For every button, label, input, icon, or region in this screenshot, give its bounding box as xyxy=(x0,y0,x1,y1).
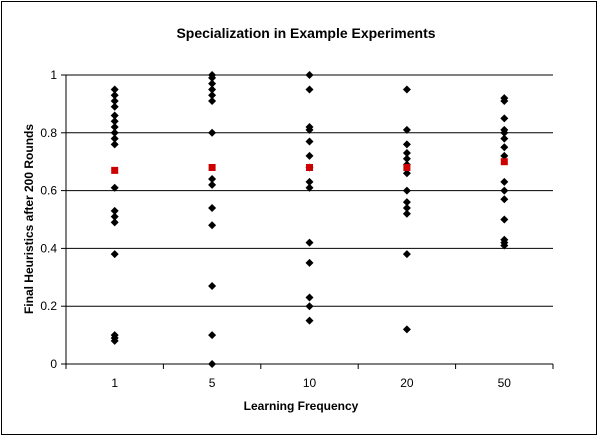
point-series1-cat1-0 xyxy=(208,163,216,171)
point-series0-cat1-8 xyxy=(208,180,217,189)
y-tick-label-4: 0.8 xyxy=(40,126,57,140)
point-series0-cat3-2 xyxy=(402,140,411,149)
point-series0-cat0-5 xyxy=(110,117,119,126)
point-series0-cat4-4 xyxy=(500,128,509,137)
point-series1-cat4-0 xyxy=(500,158,508,166)
point-series0-cat0-0 xyxy=(110,85,119,94)
point-series0-cat1-2 xyxy=(208,79,217,88)
x-tick-label-3: 20 xyxy=(400,376,414,390)
point-series0-cat3-10 xyxy=(402,209,411,218)
point-series0-cat4-8 xyxy=(500,177,509,186)
point-series0-cat1-5 xyxy=(208,97,217,106)
y-axis-label: Final Heuristics after 200 Rounds xyxy=(22,124,36,314)
x-tick-label-1: 5 xyxy=(209,376,216,390)
y-tick-label-1: 0.2 xyxy=(40,299,57,313)
point-series0-cat0-10 xyxy=(110,183,119,192)
point-series0-cat1-6 xyxy=(208,128,217,137)
point-series0-cat2-5 xyxy=(305,151,314,160)
point-series0-cat3-0 xyxy=(402,85,411,94)
point-series0-cat4-11 xyxy=(500,215,509,224)
point-series0-cat4-5 xyxy=(500,134,509,143)
point-series0-cat3-4 xyxy=(402,154,411,163)
point-series0-cat2-12 xyxy=(305,302,314,311)
point-series0-cat4-1 xyxy=(500,97,509,106)
y-tick-label-2: 0.4 xyxy=(40,241,57,255)
point-series0-cat3-3 xyxy=(402,149,411,158)
chart-title: Specialization in Example Experiments xyxy=(176,25,435,41)
point-series0-cat0-9 xyxy=(110,140,119,149)
point-series0-cat0-3 xyxy=(110,102,119,111)
point-series0-cat4-9 xyxy=(500,186,509,195)
point-series0-cat3-7 xyxy=(402,186,411,195)
point-series0-cat0-8 xyxy=(110,134,119,143)
point-series0-cat1-12 xyxy=(208,331,217,340)
x-axis-label: Learning Frequency xyxy=(244,399,359,413)
point-series0-cat2-11 xyxy=(305,293,314,302)
y-tick-label-3: 0.6 xyxy=(40,184,57,198)
point-series0-cat3-1 xyxy=(402,125,411,134)
x-tick-label-2: 10 xyxy=(303,376,317,390)
point-series0-cat0-4 xyxy=(110,111,119,120)
y-tick-label-0: 0 xyxy=(50,357,57,371)
point-series0-cat4-7 xyxy=(500,151,509,160)
point-series0-cat4-2 xyxy=(500,114,509,123)
point-series0-cat4-10 xyxy=(500,195,509,204)
point-series0-cat0-1 xyxy=(110,91,119,100)
point-series0-cat0-12 xyxy=(110,212,119,221)
point-series0-cat2-10 xyxy=(305,258,314,267)
y-tick-label-5: 1 xyxy=(50,68,57,82)
point-series0-cat3-12 xyxy=(402,325,411,334)
x-tick-label-4: 50 xyxy=(498,376,512,390)
point-series0-cat2-1 xyxy=(305,85,314,94)
point-series0-cat3-8 xyxy=(402,198,411,207)
point-series0-cat1-4 xyxy=(208,91,217,100)
point-series0-cat0-17 xyxy=(110,336,119,345)
point-series0-cat3-6 xyxy=(402,169,411,178)
point-series1-cat3-0 xyxy=(403,163,411,171)
point-series0-cat1-7 xyxy=(208,175,217,184)
point-series0-cat0-2 xyxy=(110,97,119,106)
point-series0-cat1-11 xyxy=(208,281,217,290)
point-series0-cat2-7 xyxy=(305,177,314,186)
point-series0-cat1-13 xyxy=(208,360,217,368)
point-series0-cat4-6 xyxy=(500,143,509,152)
point-series0-cat2-13 xyxy=(305,316,314,325)
point-series1-cat0-0 xyxy=(111,166,119,174)
point-series0-cat1-3 xyxy=(208,85,217,94)
point-series0-cat0-7 xyxy=(110,128,119,137)
x-tick-label-0: 1 xyxy=(111,376,118,390)
point-series0-cat2-8 xyxy=(305,183,314,192)
point-series0-cat2-9 xyxy=(305,238,314,247)
point-series0-cat3-9 xyxy=(402,203,411,212)
point-series0-cat2-0 xyxy=(305,71,314,79)
point-series0-cat1-1 xyxy=(208,73,217,82)
point-series1-cat2-0 xyxy=(306,163,313,171)
point-series0-cat4-14 xyxy=(500,241,509,250)
point-series0-cat1-10 xyxy=(208,221,217,230)
point-series0-cat0-6 xyxy=(110,123,119,132)
point-series0-cat0-14 xyxy=(110,250,119,259)
point-series0-cat3-11 xyxy=(402,250,411,259)
plot-area: 0 0.2 0.4 0.6 0.8 1 1 5 10 20 50 xyxy=(40,68,554,390)
point-series0-cat0-13 xyxy=(110,218,119,227)
point-series0-cat0-11 xyxy=(110,206,119,215)
point-series0-cat2-4 xyxy=(305,137,314,146)
point-series0-cat2-3 xyxy=(305,125,314,134)
point-series0-cat1-9 xyxy=(208,203,217,212)
